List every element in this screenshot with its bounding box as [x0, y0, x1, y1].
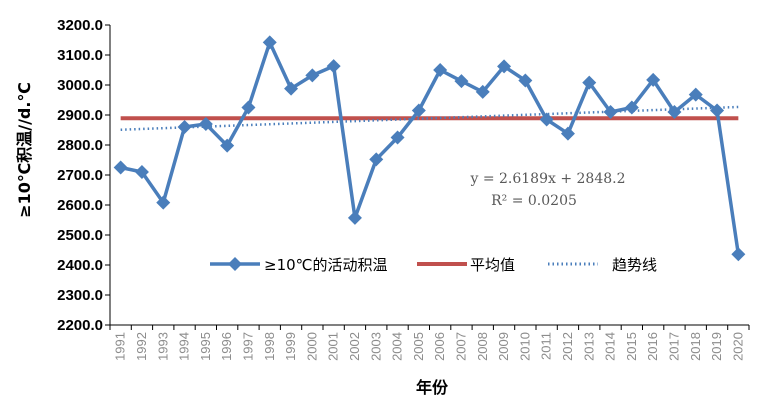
data-point-marker [710, 103, 725, 118]
y-tick-label: 2700.0 [57, 167, 103, 184]
data-point-marker [134, 165, 149, 179]
x-tick-label: 2011 [539, 332, 554, 360]
x-tick-label: 2000 [304, 332, 319, 361]
data-point-marker [475, 84, 490, 99]
x-tick-label: 2016 [645, 332, 660, 361]
y-tick-label: 2500.0 [57, 227, 103, 244]
legend-label-trend: 趋势线 [612, 256, 657, 274]
legend-item-main: ≥10℃的活动积温 [210, 256, 388, 274]
x-tick-label: 2015 [624, 332, 639, 361]
x-tick-label: 1994 [177, 332, 192, 361]
data-point-marker [582, 75, 597, 90]
data-point-marker [518, 73, 533, 88]
x-tick-label: 1992 [134, 332, 149, 361]
x-tick-label: 2005 [411, 332, 426, 361]
y-tick-label: 2200.0 [57, 317, 103, 334]
x-tick-label: 2013 [581, 332, 596, 361]
y-tick-label: 2600.0 [57, 197, 103, 214]
data-point-marker [411, 103, 426, 118]
legend-diamond-marker [228, 257, 242, 271]
data-point-marker [433, 63, 448, 77]
x-axis-label: 年份 [416, 378, 449, 397]
data-point-marker [539, 112, 554, 127]
x-tick-label: 2012 [560, 332, 575, 361]
y-tick-label: 3100.0 [57, 47, 103, 64]
trendline-r2: R² = 0.0205 [491, 193, 577, 209]
y-axis-label: ≥10℃积温//d.℃ [15, 82, 34, 218]
x-tick-label: 2019 [709, 332, 724, 361]
x-tick-label: 1997 [240, 332, 255, 361]
y-tick-label: 2900.0 [57, 107, 103, 124]
data-point-marker [262, 35, 277, 50]
x-tick-label: 2007 [453, 332, 468, 361]
data-point-marker [369, 152, 384, 167]
data-point-marker [305, 68, 320, 83]
y-tick-label: 3000.0 [57, 77, 103, 94]
main-line [120, 40, 741, 255]
data-point-marker [454, 74, 469, 89]
data-point-marker [688, 87, 703, 102]
x-tick-label: 2001 [326, 332, 341, 361]
data-point-marker [177, 120, 192, 134]
data-point-marker [198, 117, 213, 131]
data-point-marker [624, 100, 639, 115]
x-tick-label: 1999 [283, 332, 298, 361]
x-tick-label: 1991 [113, 332, 128, 361]
x-tick-label: 1998 [262, 332, 277, 361]
data-point-marker [156, 195, 171, 210]
main-series [120, 40, 741, 255]
trendline-equation: y = 2.6189x + 2848.2 [469, 171, 625, 187]
x-tick-label: 2020 [730, 332, 745, 361]
data-point-marker [731, 247, 746, 262]
x-tick-labels: 1991 1992 1993 1994 1995 1996 1997 1998 1999 2000… [109, 325, 750, 361]
y-tick-label: 3200.0 [57, 17, 103, 34]
y-tick-labels: 2200.0 2300.0 2400.0 2500.0 2600.0 2700.0 2800… [57, 17, 110, 334]
x-tick-label: 2003 [368, 332, 383, 361]
main-series-markers [113, 35, 746, 262]
data-point-marker [326, 59, 341, 74]
x-tick-label: 2004 [390, 332, 405, 361]
data-point-marker [347, 210, 362, 225]
data-point-marker [646, 72, 661, 87]
data-point-marker [113, 160, 128, 175]
legend-item-average: 平均值 [417, 256, 515, 274]
legend-label-average: 平均值 [470, 256, 515, 274]
legend-item-trend: 趋势线 [548, 256, 657, 274]
y-tick-label: 2300.0 [57, 287, 103, 304]
axes [109, 25, 749, 326]
y-tick-label: 2400.0 [57, 257, 103, 274]
x-tick-label: 2014 [603, 332, 618, 361]
data-point-marker [390, 130, 405, 145]
x-tick-label: 2006 [432, 332, 447, 361]
data-point-marker [603, 105, 618, 119]
legend-label-main: ≥10℃的活动积温 [264, 256, 388, 274]
x-tick-label: 2018 [688, 332, 703, 361]
x-tick-label: 1995 [198, 332, 213, 361]
x-tick-label: 2002 [347, 332, 362, 361]
x-tick-label: 2009 [496, 332, 511, 361]
data-point-marker [284, 81, 299, 96]
data-point-marker [497, 59, 512, 74]
x-tick-label: 1993 [155, 332, 170, 361]
x-tick-label: 2010 [517, 332, 532, 361]
y-tick-label: 2800.0 [57, 137, 103, 154]
data-point-marker [241, 100, 256, 115]
x-tick-label: 2017 [666, 332, 681, 361]
x-tick-label: 1996 [219, 332, 234, 361]
data-point-marker [560, 126, 575, 141]
x-tick-label: 2008 [475, 332, 490, 361]
data-point-marker [667, 105, 682, 119]
data-point-marker [220, 138, 235, 153]
legend: ≥10℃的活动积温 平均值 趋势线 [210, 256, 657, 274]
